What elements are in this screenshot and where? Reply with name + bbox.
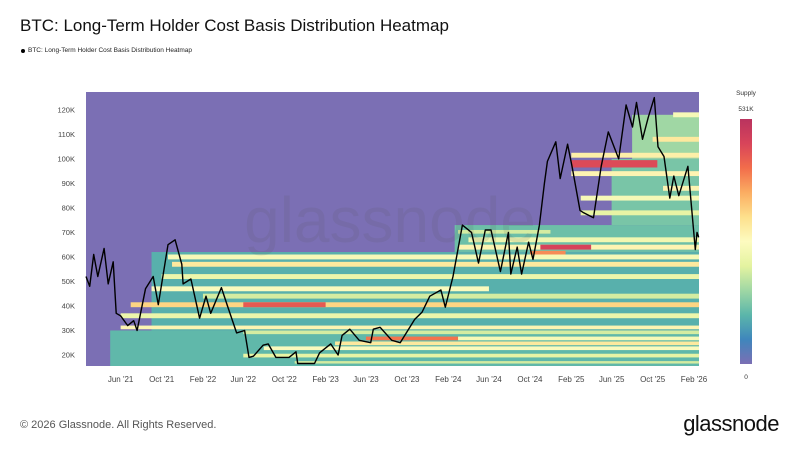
colorbar-min-label: 0 [744, 374, 748, 381]
copyright: © 2026 Glassnode. All Rights Reserved. [20, 419, 217, 431]
heatmap-band [335, 341, 699, 346]
watermark: glassnode [244, 184, 536, 256]
x-tick-label: Feb '22 [190, 375, 217, 384]
heatmap-band [540, 244, 592, 250]
x-tick-label: Oct '25 [640, 375, 666, 384]
heatmap-band [168, 254, 699, 260]
heatmap-band [202, 293, 699, 299]
y-axis: 20K 30K 40K 50K 60K 70K 80K 90K 100K 110K 120K [57, 105, 75, 359]
x-tick-label: Jun '24 [476, 375, 502, 384]
y-tick-label: 110K [58, 130, 75, 139]
heatmap-band [458, 336, 699, 341]
x-tick-label: Jun '23 [353, 375, 379, 384]
heatmap-band [580, 195, 699, 201]
heatmap-band [673, 112, 699, 118]
heatmap-band [151, 286, 489, 292]
x-tick-label: Feb '23 [312, 375, 339, 384]
y-tick-label: 40K [62, 301, 75, 310]
heatmap-band [243, 353, 699, 358]
heatmap-band [263, 346, 699, 351]
y-tick-label: 50K [62, 277, 75, 286]
x-tick-label: Oct '22 [272, 375, 298, 384]
heatmap-chart[interactable]: glassnode 20K 30K 40K 50K 60K 70K 80K 90K 100K 11… [0, 0, 800, 400]
y-tick-label: 120K [57, 105, 75, 114]
y-tick-label: 70K [62, 228, 75, 237]
colorbar-title: Supply [736, 90, 756, 97]
x-tick-label: Feb '25 [558, 375, 585, 384]
x-tick-label: Oct '24 [517, 375, 543, 384]
heatmap-band [571, 152, 699, 158]
y-tick-label: 20K [62, 350, 75, 359]
x-tick-label: Oct '23 [394, 375, 420, 384]
heatmap-band [120, 313, 700, 319]
heatmap-band [243, 302, 326, 308]
y-tick-label: 100K [57, 154, 75, 163]
heatmap-band [458, 229, 551, 234]
heatmap-band [580, 210, 699, 216]
legend-dot-icon [21, 48, 25, 53]
heatmap-band [652, 136, 699, 142]
x-tick-label: Jun '22 [231, 375, 257, 384]
x-axis: Jun '21 Oct '21 Feb '22 Jun '22 Oct '22 Feb '… [108, 375, 708, 384]
heatmap-band [571, 171, 699, 177]
x-tick-label: Feb '26 [681, 375, 708, 384]
price-line [85, 96, 700, 365]
heatmap-band [529, 250, 566, 255]
x-tick-label: Oct '21 [149, 375, 175, 384]
legend-item[interactable]: BTC: Long-Term Holder Cost Basis Distrib… [21, 47, 192, 54]
legend-label: BTC: Long-Term Holder Cost Basis Distrib… [28, 47, 193, 54]
glassnode-logo[interactable]: glassnode [683, 411, 779, 436]
colorbar-max-label: 531K [738, 106, 754, 113]
heatmap-band [571, 160, 658, 168]
x-tick-label: Feb '24 [435, 375, 462, 384]
heatmap-band [172, 261, 699, 267]
y-tick-label: 30K [62, 326, 75, 335]
heatmap-band [243, 330, 699, 335]
heatmap-bands [110, 112, 700, 366]
heatmap-band [161, 274, 700, 279]
chart-title: BTC: Long-Term Holder Cost Basis Distrib… [20, 16, 449, 35]
heatmap-band [130, 302, 699, 308]
y-tick-label: 90K [62, 179, 75, 188]
x-tick-label: Jun '21 [108, 375, 134, 384]
colorbar [740, 119, 752, 364]
y-tick-label: 80K [62, 203, 75, 212]
x-tick-label: Jun '25 [599, 375, 625, 384]
heatmap-band [294, 361, 699, 364]
y-tick-label: 60K [62, 252, 75, 261]
heatmap-band [468, 237, 699, 243]
heatmap-band [365, 336, 459, 341]
